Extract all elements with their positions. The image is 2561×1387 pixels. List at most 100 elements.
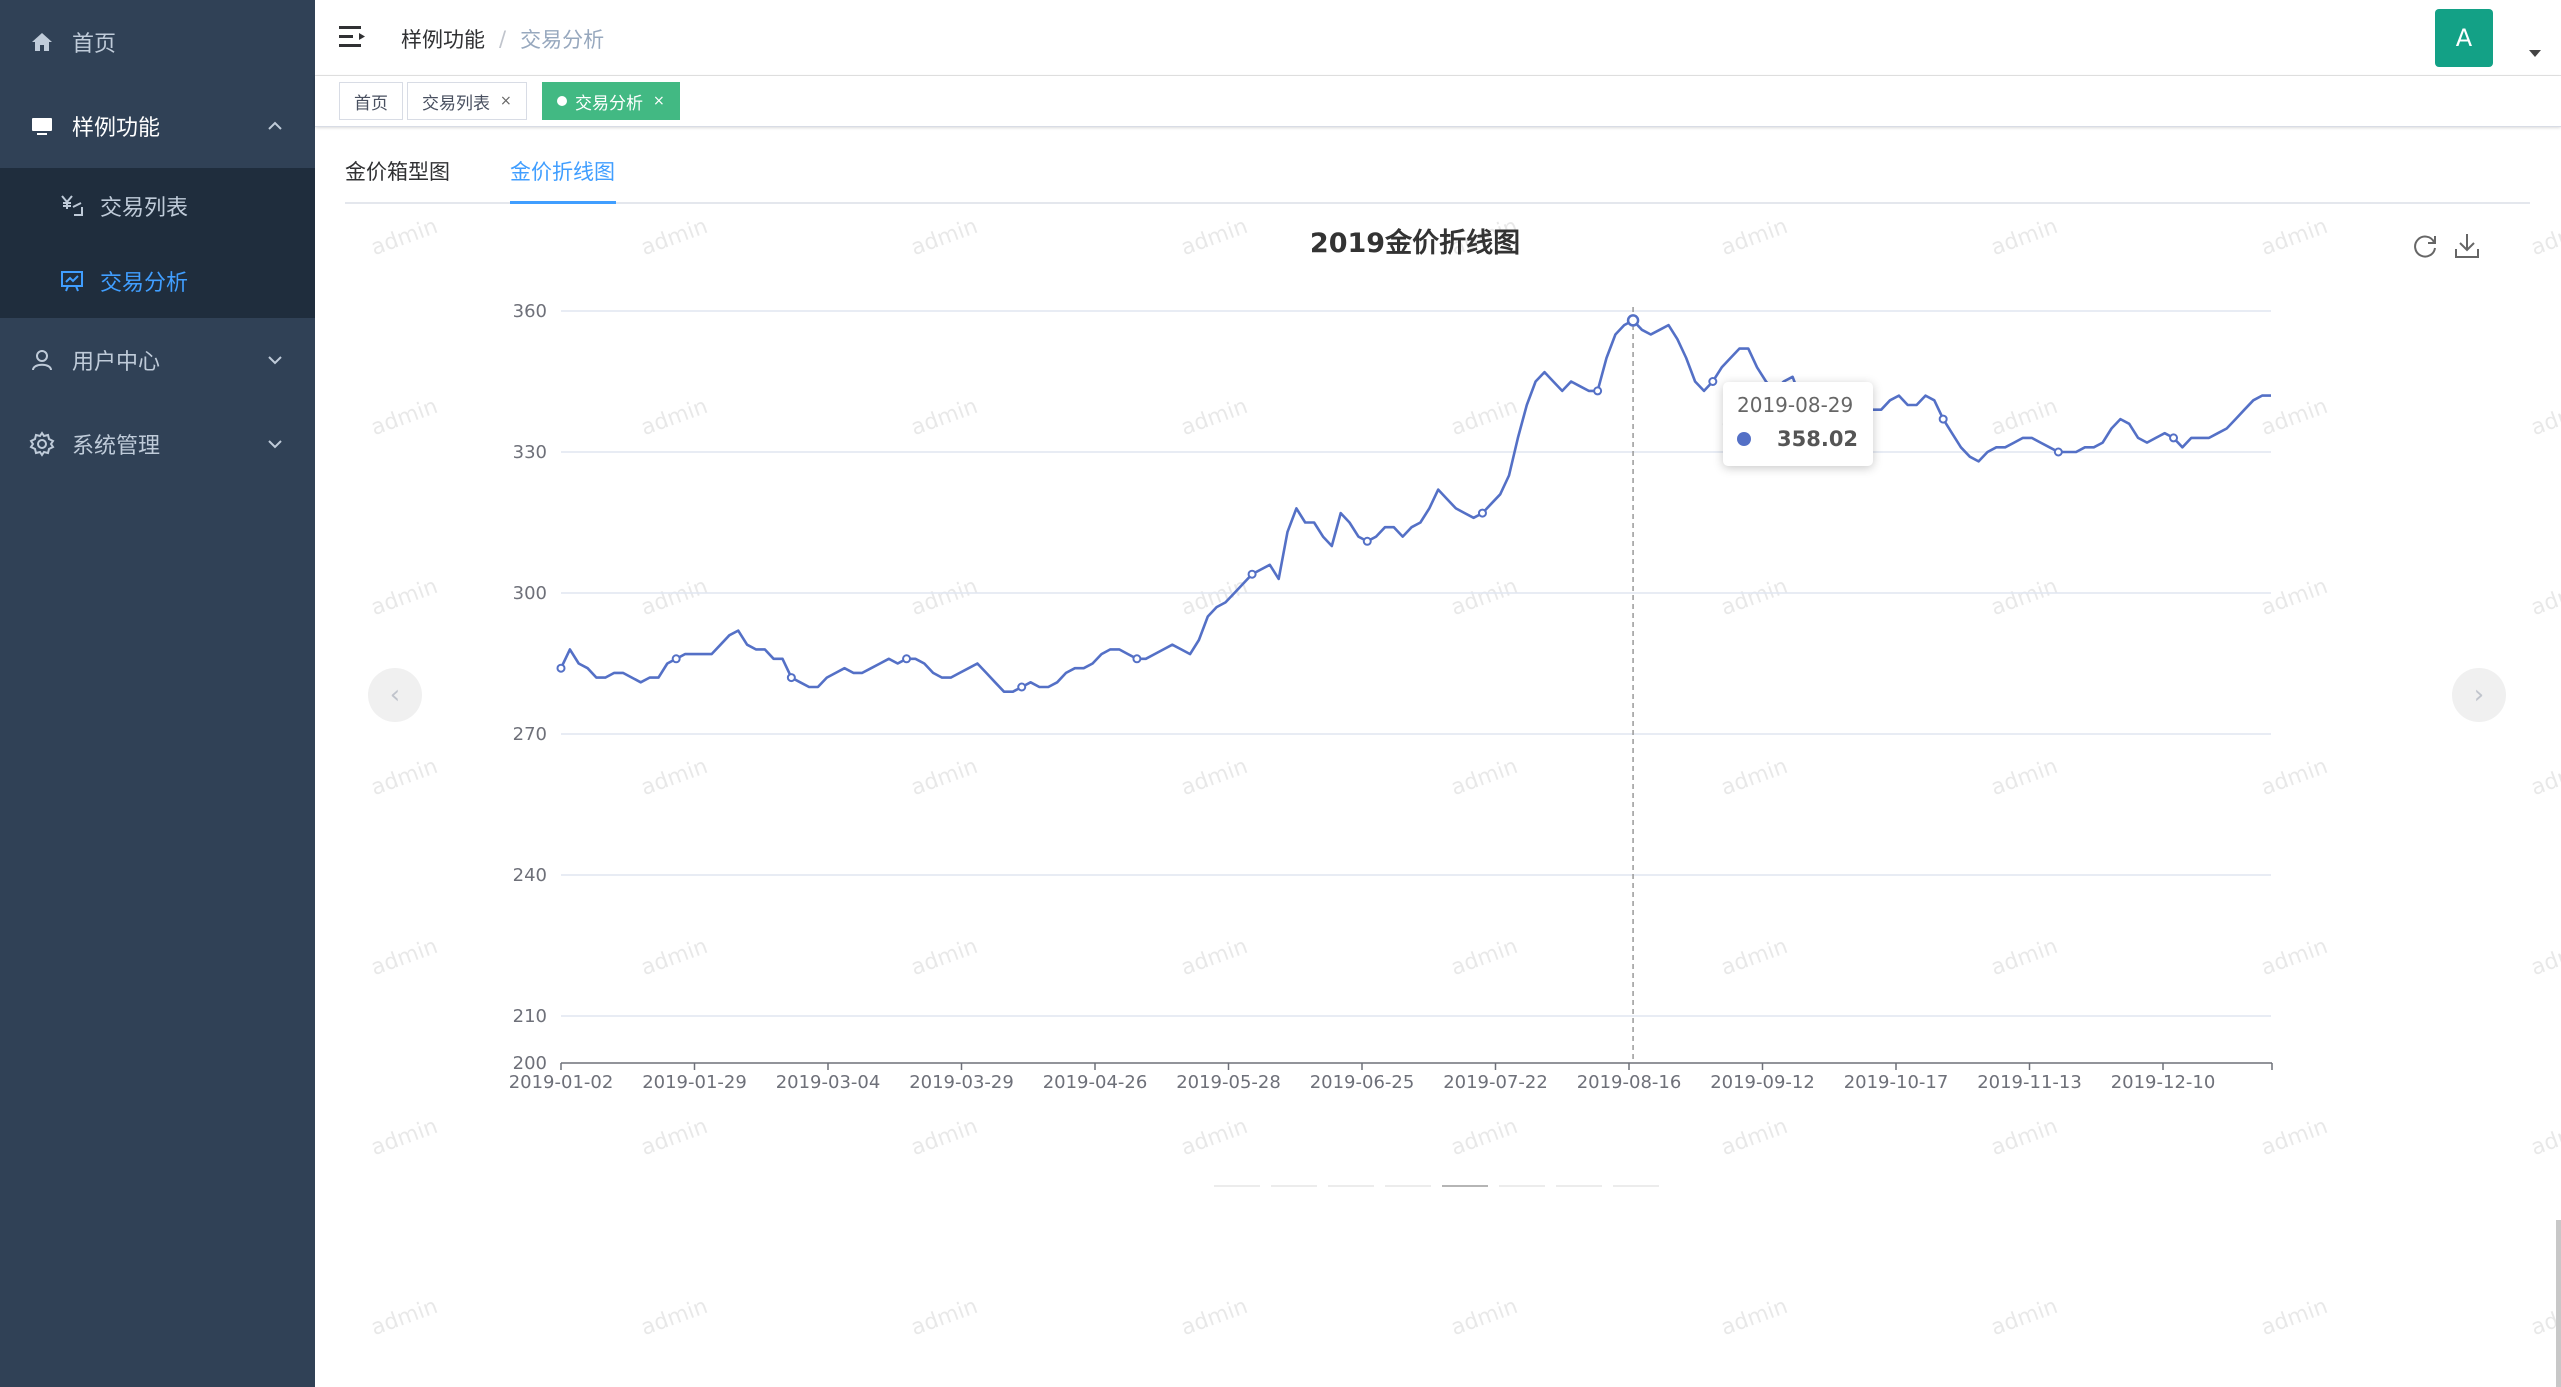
sidebar-item-label: 系统管理 xyxy=(72,434,161,459)
data-point[interactable] xyxy=(671,654,681,664)
sidebar-item-system[interactable]: 系统管理 xyxy=(0,402,315,486)
sidebar-item-label: 首页 xyxy=(72,32,117,57)
sidebar: 首页 样例功能 交易列表 交易分析 用户中心 xyxy=(0,0,315,1387)
tag-trade-analysis[interactable]: 交易分析 × xyxy=(542,82,680,120)
sidebar-item-home[interactable]: 首页 xyxy=(0,0,315,84)
chart-board-icon xyxy=(58,267,86,295)
tag-label: 交易列表 xyxy=(422,93,490,114)
sidebar-item-trade-analysis[interactable]: 交易分析 xyxy=(0,243,315,318)
chart-grid xyxy=(561,310,2271,1017)
chevron-up-icon xyxy=(268,121,282,130)
tab-active-bar xyxy=(510,201,616,204)
x-tick-label: 2019-04-26 xyxy=(1043,1072,1148,1093)
sidebar-item-label: 用户中心 xyxy=(72,350,161,375)
tab-boxplot[interactable]: 金价箱型图 xyxy=(345,160,450,184)
tag-home[interactable]: 首页 xyxy=(339,82,403,120)
highlighted-data-point[interactable] xyxy=(1626,314,1640,327)
carousel-indicator[interactable] xyxy=(1499,1185,1545,1187)
y-tick-label: 300 xyxy=(513,583,547,604)
x-tick-label: 2019-07-22 xyxy=(1443,1072,1548,1093)
x-tick-label: 2019-08-16 xyxy=(1577,1072,1682,1093)
data-point[interactable] xyxy=(786,673,796,683)
x-tick-label: 2019-12-10 xyxy=(2111,1072,2216,1093)
y-tick-label: 200 xyxy=(513,1053,547,1074)
data-point[interactable] xyxy=(1593,386,1603,396)
tooltip-date: 2019-08-29 xyxy=(1737,393,1854,417)
data-point[interactable] xyxy=(2169,433,2179,443)
caret-down-icon[interactable] xyxy=(2529,50,2541,57)
carousel-indicator[interactable] xyxy=(1271,1185,1317,1187)
breadcrumb-separator: / xyxy=(499,27,507,51)
data-point[interactable] xyxy=(556,663,566,673)
data-point[interactable] xyxy=(1362,536,1372,546)
data-point[interactable] xyxy=(1477,508,1487,518)
tooltip-value: 358.02 xyxy=(1777,427,1859,451)
data-point[interactable] xyxy=(1708,377,1718,386)
chevron-down-icon xyxy=(268,356,282,365)
gear-icon xyxy=(28,430,56,458)
x-tick-label: 2019-01-02 xyxy=(509,1072,614,1093)
carousel-indicator[interactable] xyxy=(1556,1185,1602,1187)
y-tick-label: 270 xyxy=(513,724,547,745)
sidebar-item-trade-list[interactable]: 交易列表 xyxy=(0,168,315,243)
sidebar-item-examples[interactable]: 样例功能 xyxy=(0,84,315,168)
series-line-gold[interactable] xyxy=(559,319,2271,693)
x-tick-label: 2019-03-29 xyxy=(909,1072,1014,1093)
user-icon xyxy=(28,346,56,374)
data-point[interactable] xyxy=(1132,654,1142,664)
series-markers xyxy=(556,314,2179,692)
navbar: 样例功能 / 交易分析 A xyxy=(315,0,2561,76)
x-tick-label: 2019-01-29 xyxy=(642,1072,747,1093)
carousel-next-button[interactable]: › xyxy=(2452,668,2506,722)
x-axis: 2019-01-02 2019-01-29 2019-03-04 2019-03-29… xyxy=(509,1062,2273,1093)
data-point[interactable] xyxy=(1247,569,1257,579)
y-axis: 200 210 240 270 300 330 360 xyxy=(513,301,547,1074)
data-point[interactable] xyxy=(1017,682,1027,692)
breadcrumb-item-examples[interactable]: 样例功能 xyxy=(401,28,485,52)
scrollbar[interactable] xyxy=(2556,1220,2561,1387)
monitor-icon xyxy=(28,112,56,140)
avatar[interactable]: A xyxy=(2435,9,2493,67)
close-icon[interactable]: × xyxy=(653,93,665,109)
chevron-down-icon xyxy=(268,440,282,449)
hamburger-icon[interactable] xyxy=(339,24,367,50)
chart-tooltip: 2019-08-29 358.02 xyxy=(1723,382,1873,466)
tooltip-series-dot xyxy=(1737,432,1751,446)
x-tick-label: 2019-05-28 xyxy=(1176,1072,1281,1093)
x-tick-label: 2019-03-04 xyxy=(776,1072,881,1093)
submenu: 交易列表 交易分析 xyxy=(0,168,315,318)
breadcrumb: 样例功能 / 交易分析 xyxy=(401,24,604,54)
carousel-indicator[interactable] xyxy=(1442,1185,1488,1187)
carousel-indicator[interactable] xyxy=(1613,1185,1659,1187)
home-icon xyxy=(28,28,56,56)
data-point[interactable] xyxy=(2053,447,2063,457)
tag-label: 首页 xyxy=(354,93,388,114)
sidebar-item-label: 样例功能 xyxy=(72,116,161,141)
y-tick-label: 210 xyxy=(513,1006,547,1027)
x-tick-label: 2019-10-17 xyxy=(1844,1072,1949,1093)
tags-view: 首页 交易列表 × 交易分析 × xyxy=(315,76,2561,127)
data-point[interactable] xyxy=(902,654,912,664)
x-tick-label: 2019-06-25 xyxy=(1310,1072,1415,1093)
yen-icon xyxy=(58,192,86,220)
sidebar-item-user-center[interactable]: 用户中心 xyxy=(0,318,315,402)
y-tick-label: 240 xyxy=(513,865,547,886)
data-point[interactable] xyxy=(1938,414,1948,424)
x-tick-label: 2019-09-12 xyxy=(1710,1072,1815,1093)
carousel-indicator[interactable] xyxy=(1214,1185,1260,1187)
tag-trade-list[interactable]: 交易列表 × xyxy=(407,82,527,120)
breadcrumb-item-current: 交易分析 xyxy=(520,28,605,52)
close-icon[interactable]: × xyxy=(500,93,512,109)
download-icon[interactable] xyxy=(2452,231,2482,261)
x-tick-label: 2019-11-13 xyxy=(1977,1072,2082,1093)
carousel-prev-button[interactable]: ‹ xyxy=(368,668,422,722)
refresh-icon[interactable] xyxy=(2410,231,2440,261)
carousel-indicator[interactable] xyxy=(1385,1185,1431,1187)
carousel-indicator[interactable] xyxy=(1328,1185,1374,1187)
chart-title: 2019金价折线图 xyxy=(1310,227,1520,259)
active-dot xyxy=(557,96,567,106)
y-tick-label: 330 xyxy=(513,442,547,463)
tabs: 金价箱型图 金价折线图 xyxy=(345,126,2530,204)
tab-linechart[interactable]: 金价折线图 xyxy=(510,160,615,184)
